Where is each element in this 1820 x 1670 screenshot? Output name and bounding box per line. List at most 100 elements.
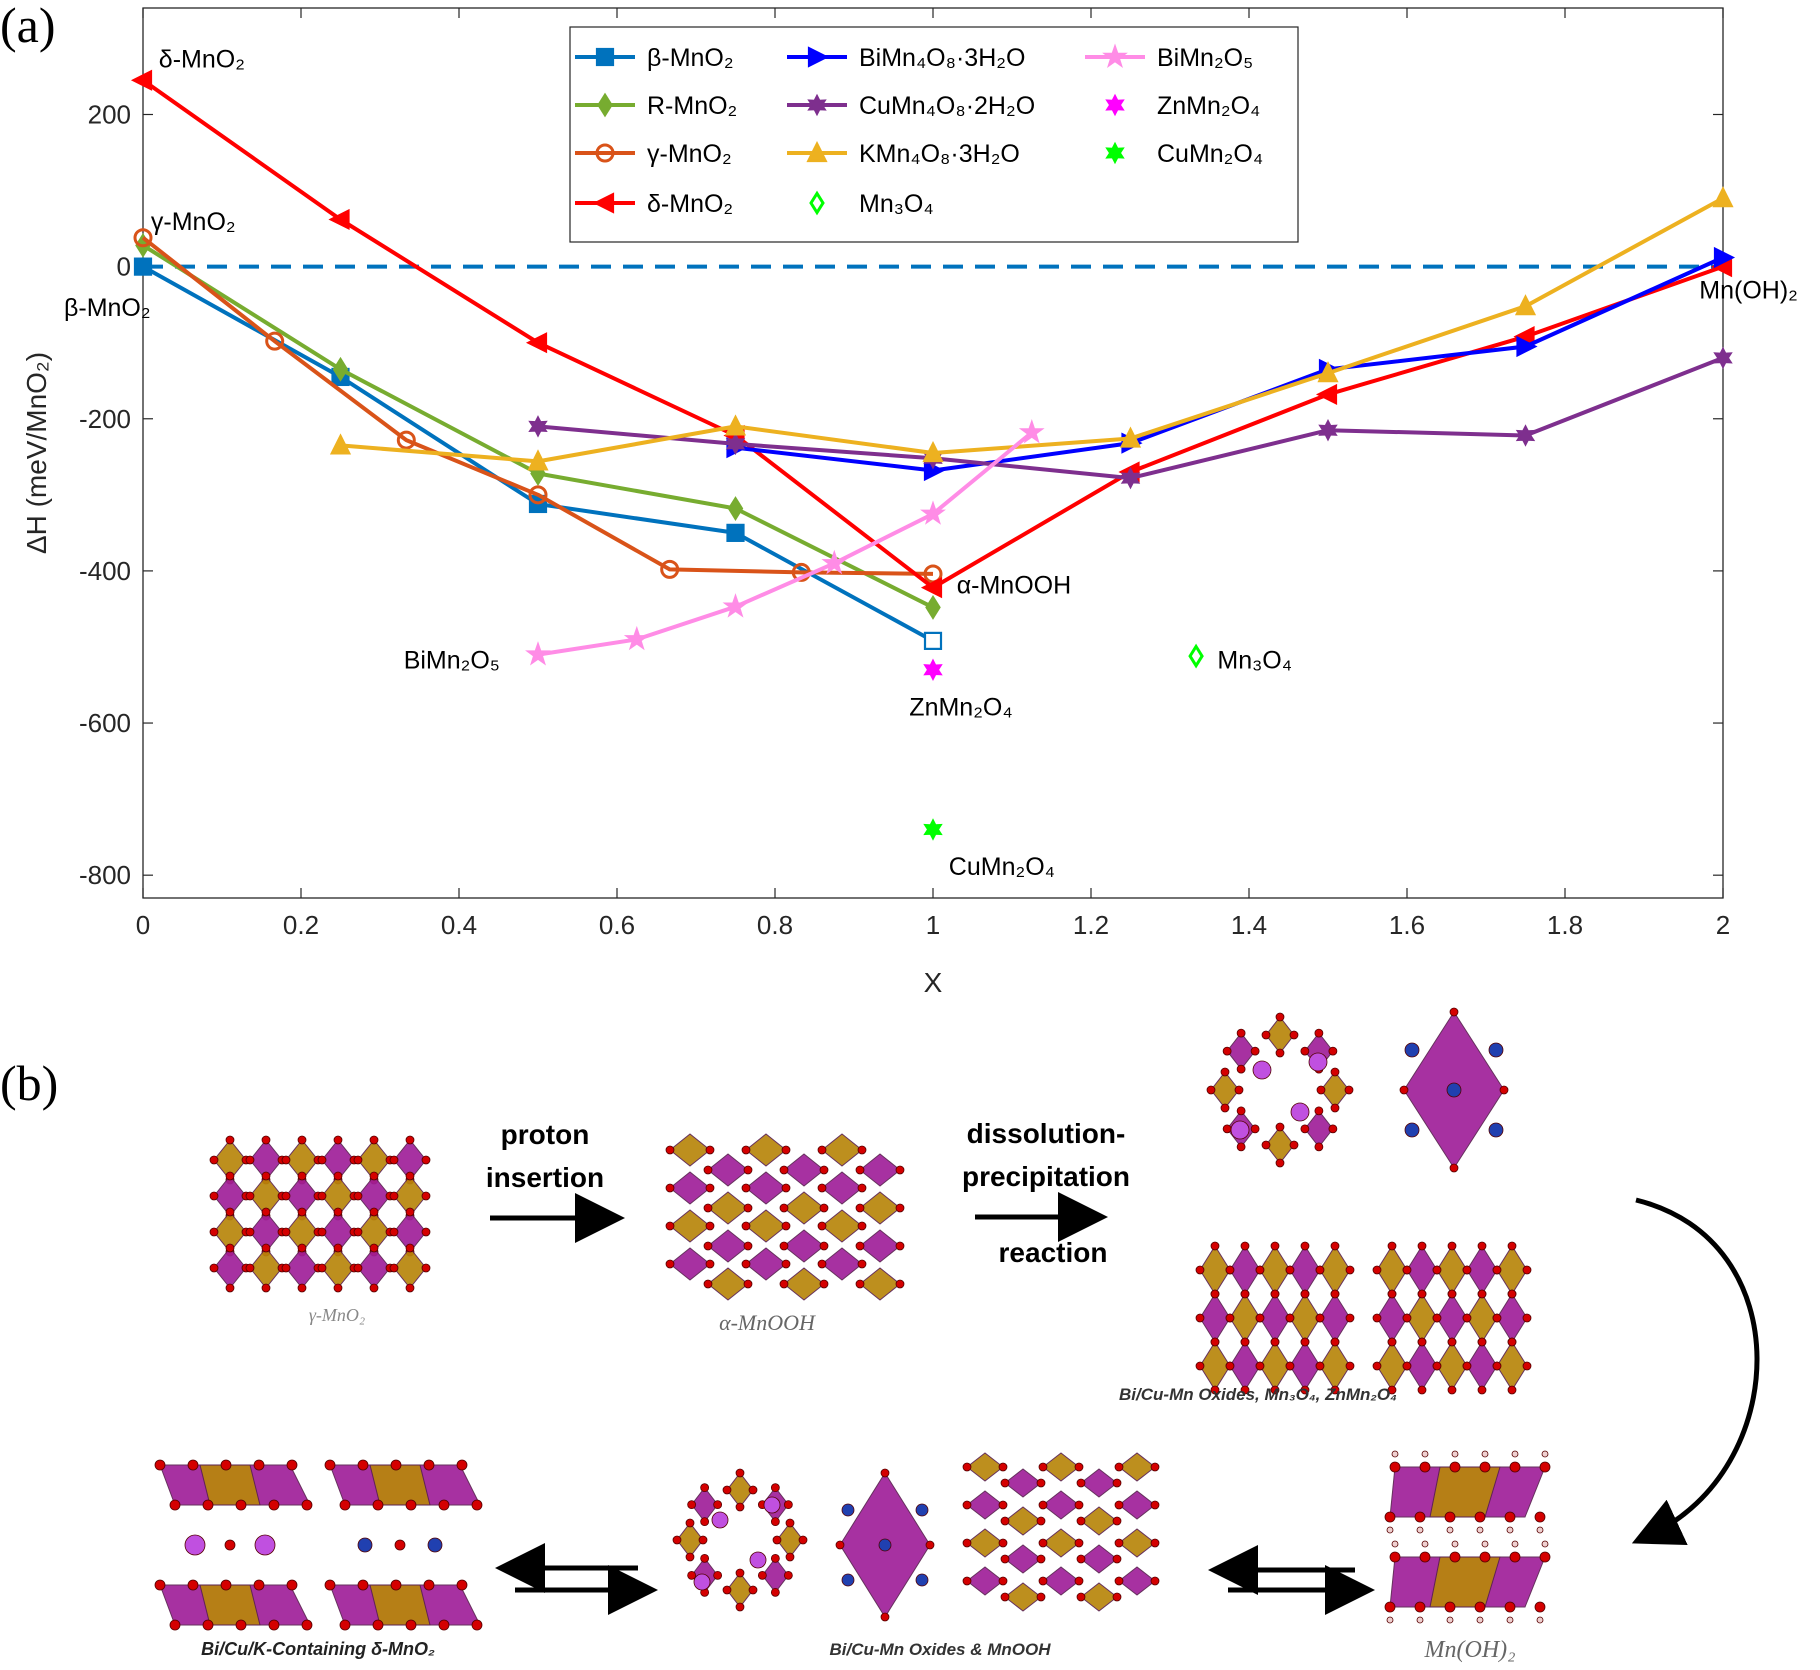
y-tick-label: -600 bbox=[79, 708, 131, 738]
oxygen-atom bbox=[253, 1579, 265, 1591]
octahedron bbox=[859, 1191, 901, 1225]
oxygen-atom bbox=[1195, 1361, 1205, 1371]
octahedron bbox=[821, 1133, 863, 1167]
octahedron bbox=[1319, 1293, 1351, 1343]
caption-oxides: Bi/Cu-Mn Oxides, Mn₃O₄, ZnMn₂O₄ bbox=[1119, 1385, 1397, 1404]
octahedron bbox=[1199, 1293, 1231, 1343]
oxygen-atom bbox=[835, 1540, 845, 1550]
oxygen-atom bbox=[405, 1619, 417, 1631]
legend-item: CuMn₂O₄ bbox=[1105, 140, 1263, 168]
oxygen-atom bbox=[1236, 1106, 1246, 1116]
oxygen-atom bbox=[209, 1155, 219, 1165]
legend-swatch-marker bbox=[597, 92, 613, 118]
legend: β-MnO₂ R-MnO₂ γ-MnO₂ δ-MnO₂ BiMn₄O₈·3H₂O CuMn… bbox=[569, 26, 1299, 243]
oxygen-atom bbox=[297, 1171, 307, 1181]
hydrogen-atom bbox=[1481, 1540, 1489, 1548]
oxygen-atom bbox=[317, 1155, 327, 1165]
oxygen-atom bbox=[1261, 1030, 1271, 1040]
oxygen-atom bbox=[281, 1155, 291, 1165]
octahedron bbox=[1496, 1245, 1528, 1295]
oxygen-atom bbox=[333, 1243, 343, 1253]
oxygen-atom bbox=[421, 1227, 431, 1237]
hydrogen-atom bbox=[1506, 1526, 1514, 1534]
octahedron bbox=[1466, 1245, 1498, 1295]
oxygen-atom bbox=[423, 1579, 435, 1591]
oxygen-atom bbox=[301, 1499, 313, 1511]
oxygen-atom bbox=[1330, 1067, 1340, 1077]
oxygen-atom bbox=[297, 1135, 307, 1145]
data-point bbox=[328, 208, 350, 231]
oxygen-atom bbox=[817, 1259, 827, 1269]
oxygen-atom bbox=[1038, 1576, 1048, 1586]
oxygen-atom bbox=[781, 1145, 791, 1155]
oxygen-atom bbox=[253, 1459, 265, 1471]
series-8 bbox=[923, 658, 943, 682]
octahedron bbox=[1229, 1341, 1261, 1391]
oxygen-atom bbox=[743, 1241, 753, 1251]
oxygen-atom bbox=[1289, 1030, 1299, 1040]
interlayer-ion bbox=[184, 1534, 206, 1556]
data-point bbox=[722, 593, 749, 618]
legend-label: δ-MnO₂ bbox=[647, 190, 733, 218]
oxygen-atom bbox=[1210, 1289, 1220, 1299]
oxygen-atom bbox=[665, 1145, 675, 1155]
oxygen-atom bbox=[389, 1155, 399, 1165]
legend-label: KMn₄O₈·3H₂O bbox=[859, 140, 1020, 168]
ann-gamma: γ-MnO₂ bbox=[151, 208, 236, 236]
bismuth-atom bbox=[1308, 1052, 1328, 1072]
oxygen-atom bbox=[817, 1183, 827, 1193]
oxygen-atom bbox=[1000, 1554, 1010, 1564]
oxygen-atom bbox=[154, 1459, 166, 1471]
oxygen-atom bbox=[1076, 1554, 1086, 1564]
oxygen-atom bbox=[1000, 1592, 1010, 1602]
hydrogen-atom bbox=[1416, 1616, 1424, 1624]
oxygen-atom bbox=[1036, 1478, 1046, 1488]
oxygen-atom bbox=[1220, 1103, 1230, 1113]
oxygen-atom bbox=[819, 1165, 829, 1175]
legend-box bbox=[569, 26, 1299, 243]
x-axis-label: X bbox=[924, 967, 943, 998]
oxygen-atom bbox=[1504, 1601, 1516, 1613]
oxygen-atom bbox=[685, 1552, 695, 1562]
oxygen-atom bbox=[1522, 1361, 1532, 1371]
oxygen-atom bbox=[1255, 1313, 1265, 1323]
oxygen-atom bbox=[785, 1518, 795, 1528]
oxygen-atom bbox=[770, 1553, 780, 1563]
oxygen-atom bbox=[1462, 1361, 1472, 1371]
oxygen-atom bbox=[1240, 1241, 1250, 1251]
oxygen-atom bbox=[700, 1483, 710, 1493]
oxygen-atom bbox=[783, 1500, 793, 1510]
oxygen-atom bbox=[700, 1553, 710, 1563]
oxygen-atom bbox=[405, 1499, 417, 1511]
oxygen-atom bbox=[1150, 1538, 1160, 1548]
octahedron bbox=[1199, 1341, 1231, 1391]
legend-item: KMn₄O₈·3H₂O bbox=[787, 140, 1020, 168]
hydrogen-atom bbox=[1506, 1616, 1514, 1624]
octahedron bbox=[966, 1566, 1004, 1596]
oxygen-atom bbox=[1345, 1313, 1355, 1323]
oxygen-atom bbox=[438, 1619, 450, 1631]
caption-mixed: Bi/Cu-Mn Oxides & MnOOH bbox=[830, 1640, 1052, 1659]
oxygen-atom bbox=[1539, 1551, 1551, 1563]
data-point bbox=[528, 415, 548, 438]
octahedron bbox=[966, 1452, 1004, 1482]
oxygen-atom bbox=[372, 1499, 384, 1511]
oxygen-atom bbox=[1477, 1385, 1487, 1395]
oxygen-atom bbox=[895, 1165, 905, 1175]
octahedron bbox=[1406, 1245, 1438, 1295]
octahedron bbox=[1118, 1452, 1156, 1482]
hydrogen-atom bbox=[1476, 1526, 1484, 1534]
oxygen-atom bbox=[1036, 1592, 1046, 1602]
oxygen-atom bbox=[1255, 1265, 1265, 1275]
ann-znmn2o4: ZnMn₂O₄ bbox=[909, 693, 1012, 721]
oxygen-atom bbox=[1038, 1462, 1048, 1472]
oxygen-atom bbox=[1220, 1067, 1230, 1077]
copper-atom bbox=[1404, 1122, 1420, 1138]
octahedron bbox=[321, 1247, 355, 1289]
octahedron bbox=[745, 1247, 787, 1281]
oxygen-atom bbox=[421, 1191, 431, 1201]
bismuth-atom bbox=[693, 1573, 711, 1591]
data-point bbox=[922, 440, 944, 463]
octahedron bbox=[783, 1267, 825, 1301]
oxygen-atom bbox=[1270, 1241, 1280, 1251]
